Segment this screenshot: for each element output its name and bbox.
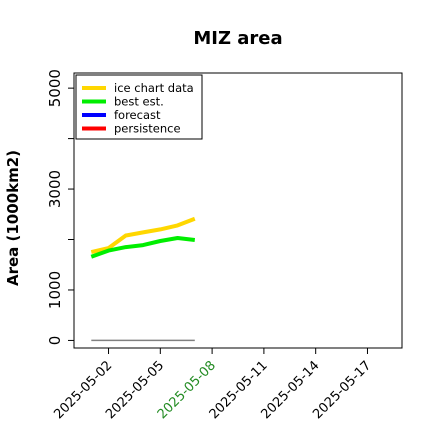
y-tick-label: 5000: [46, 69, 64, 107]
x-axis: 2025-05-022025-05-052025-05-082025-05-11…: [51, 348, 374, 422]
y-tick-label: 0: [46, 336, 64, 346]
series-line: [90, 236, 196, 259]
legend-label: forecast: [114, 108, 161, 122]
plot-frame: [73, 72, 403, 349]
y-axis: 0 1000 3000 5000: [46, 69, 74, 345]
y-tick-label: 3000: [46, 170, 64, 208]
y-axis-label: Area (1000km2): [4, 150, 22, 286]
legend-label: best est.: [114, 95, 164, 109]
legend-label: persistence: [114, 122, 181, 136]
legend-box: [75, 74, 203, 140]
y-tick-label: 1000: [46, 271, 64, 309]
chart-title: MIZ area: [193, 28, 282, 49]
series-layer: [90, 216, 196, 342]
legend-label: ice chart data: [114, 81, 194, 95]
series-line: [90, 216, 196, 255]
